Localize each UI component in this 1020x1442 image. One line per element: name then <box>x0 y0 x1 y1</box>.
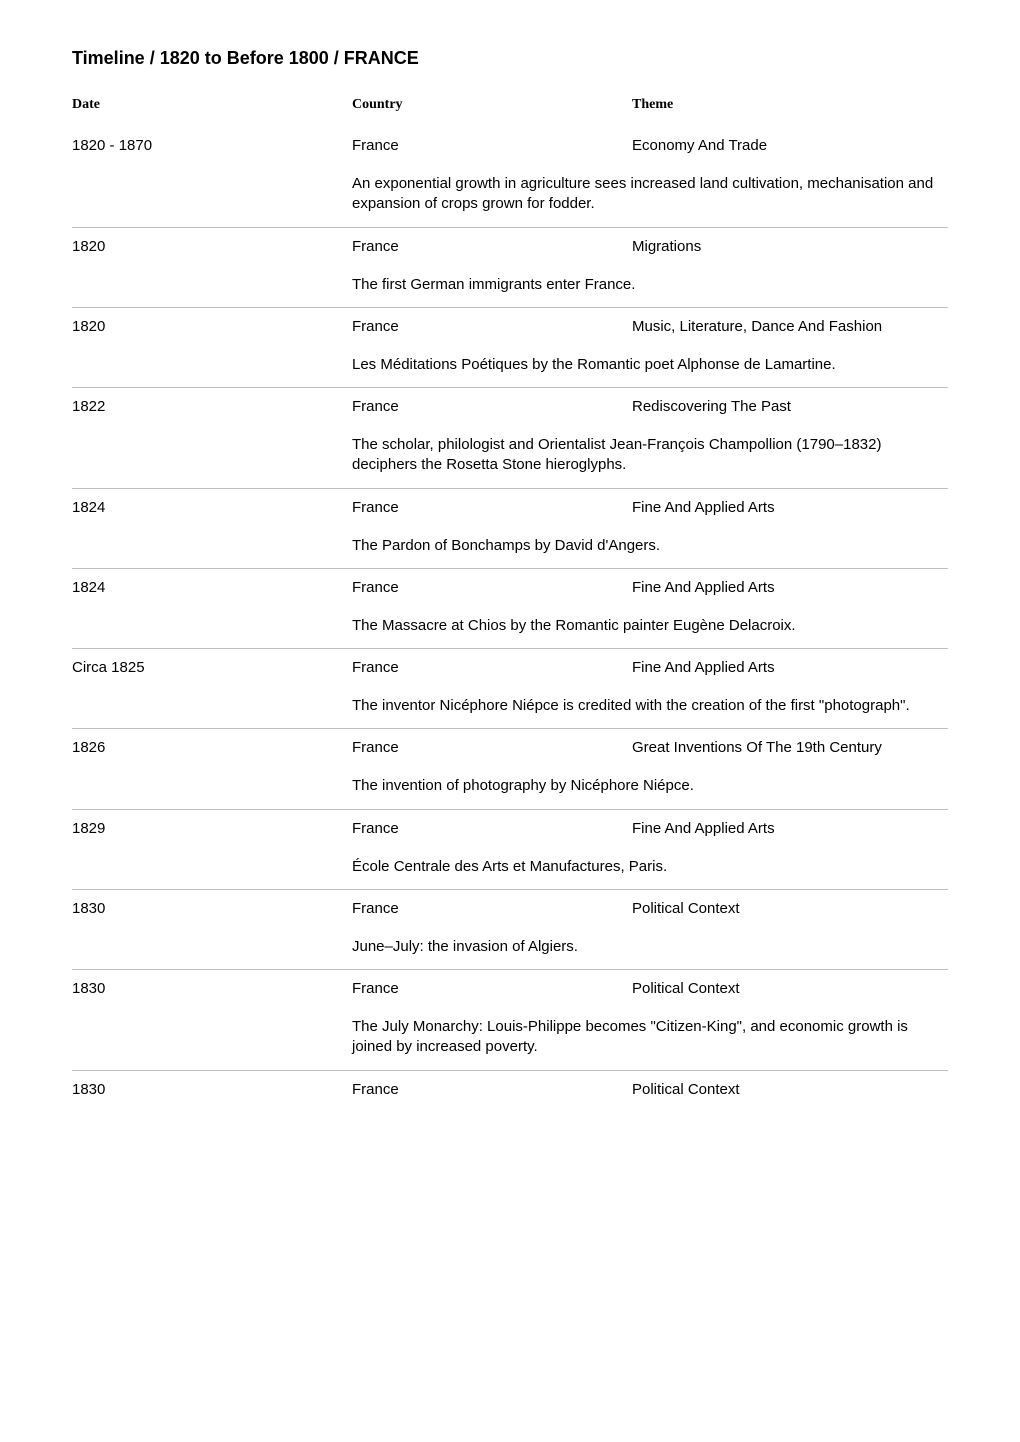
description-spacer <box>72 174 352 215</box>
table-row: 1822FranceRediscovering The Past <box>72 388 948 425</box>
cell-date: 1822 <box>72 398 352 415</box>
description-row: The scholar, philologist and Orientalist… <box>72 425 948 489</box>
cell-country: France <box>352 318 632 335</box>
cell-country: France <box>352 579 632 596</box>
description-spacer <box>72 1017 352 1058</box>
description-row: The invention of photography by Nicéphor… <box>72 766 948 809</box>
description-row: The July Monarchy: Louis-Philippe become… <box>72 1007 948 1071</box>
table-row: Circa 1825FranceFine And Applied Arts <box>72 649 948 686</box>
cell-theme: Migrations <box>632 238 948 255</box>
description-text: École Centrale des Arts et Manufactures,… <box>352 857 948 877</box>
cell-theme: Political Context <box>632 900 948 917</box>
cell-country: France <box>352 820 632 837</box>
cell-date: 1820 <box>72 238 352 255</box>
cell-country: France <box>352 499 632 516</box>
table-row: 1830FrancePolitical Context <box>72 970 948 1007</box>
table-row: 1826FranceGreat Inventions Of The 19th C… <box>72 729 948 766</box>
table-row: 1829FranceFine And Applied Arts <box>72 810 948 847</box>
description-spacer <box>72 857 352 877</box>
description-text: The July Monarchy: Louis-Philippe become… <box>352 1017 948 1058</box>
description-text: The Massacre at Chios by the Romantic pa… <box>352 616 948 636</box>
cell-country: France <box>352 398 632 415</box>
cell-date: 1830 <box>72 1081 352 1098</box>
cell-country: France <box>352 900 632 917</box>
table-row: 1820FranceMusic, Literature, Dance And F… <box>72 308 948 345</box>
cell-date: 1830 <box>72 900 352 917</box>
description-text: The scholar, philologist and Orientalist… <box>352 435 948 476</box>
cell-country: France <box>352 739 632 756</box>
cell-country: France <box>352 980 632 997</box>
table-row: 1830FrancePolitical Context <box>72 1071 948 1108</box>
cell-date: 1826 <box>72 739 352 756</box>
description-spacer <box>72 776 352 796</box>
description-text: The invention of photography by Nicéphor… <box>352 776 948 796</box>
cell-theme: Economy And Trade <box>632 137 948 154</box>
cell-date: 1824 <box>72 579 352 596</box>
table-row: 1820 - 1870FranceEconomy And Trade <box>72 127 948 164</box>
cell-date: 1830 <box>72 980 352 997</box>
description-row: The Massacre at Chios by the Romantic pa… <box>72 606 948 649</box>
description-spacer <box>72 355 352 375</box>
description-text: The first German immigrants enter France… <box>352 275 948 295</box>
description-row: École Centrale des Arts et Manufactures,… <box>72 847 948 890</box>
description-spacer <box>72 435 352 476</box>
col-header-date: Date <box>72 97 352 113</box>
cell-theme: Great Inventions Of The 19th Century <box>632 739 948 756</box>
cell-theme: Music, Literature, Dance And Fashion <box>632 318 948 335</box>
col-header-country: Country <box>352 97 632 113</box>
cell-theme: Fine And Applied Arts <box>632 820 948 837</box>
description-spacer <box>72 696 352 716</box>
description-text: The Pardon of Bonchamps by David d'Anger… <box>352 536 948 556</box>
table-row: 1820FranceMigrations <box>72 228 948 265</box>
cell-date: 1820 - 1870 <box>72 137 352 154</box>
description-row: June–July: the invasion of Algiers. <box>72 927 948 970</box>
description-row: Les Méditations Poétiques by the Romanti… <box>72 345 948 388</box>
description-row: An exponential growth in agriculture see… <box>72 164 948 228</box>
cell-country: France <box>352 659 632 676</box>
table-row: 1824FranceFine And Applied Arts <box>72 569 948 606</box>
cell-theme: Fine And Applied Arts <box>632 499 948 516</box>
description-spacer <box>72 536 352 556</box>
description-row: The inventor Nicéphore Niépce is credite… <box>72 686 948 729</box>
description-text: June–July: the invasion of Algiers. <box>352 937 948 957</box>
cell-country: France <box>352 1081 632 1098</box>
description-spacer <box>72 616 352 636</box>
cell-date: 1820 <box>72 318 352 335</box>
description-row: The Pardon of Bonchamps by David d'Anger… <box>72 526 948 569</box>
cell-theme: Fine And Applied Arts <box>632 579 948 596</box>
cell-country: France <box>352 137 632 154</box>
table-header: Date Country Theme <box>72 97 948 113</box>
cell-date: 1829 <box>72 820 352 837</box>
description-text: An exponential growth in agriculture see… <box>352 174 948 215</box>
table-row: 1830FrancePolitical Context <box>72 890 948 927</box>
cell-theme: Political Context <box>632 1081 948 1098</box>
cell-date: Circa 1825 <box>72 659 352 676</box>
description-text: Les Méditations Poétiques by the Romanti… <box>352 355 948 375</box>
page-title: Timeline / 1820 to Before 1800 / FRANCE <box>72 48 948 69</box>
cell-date: 1824 <box>72 499 352 516</box>
description-spacer <box>72 937 352 957</box>
table-row: 1824FranceFine And Applied Arts <box>72 489 948 526</box>
description-text: The inventor Nicéphore Niépce is credite… <box>352 696 948 716</box>
col-header-theme: Theme <box>632 97 948 113</box>
cell-theme: Fine And Applied Arts <box>632 659 948 676</box>
description-spacer <box>72 275 352 295</box>
cell-country: France <box>352 238 632 255</box>
description-row: The first German immigrants enter France… <box>72 265 948 308</box>
cell-theme: Political Context <box>632 980 948 997</box>
timeline-entries: 1820 - 1870FranceEconomy And TradeAn exp… <box>72 127 948 1108</box>
cell-theme: Rediscovering The Past <box>632 398 948 415</box>
